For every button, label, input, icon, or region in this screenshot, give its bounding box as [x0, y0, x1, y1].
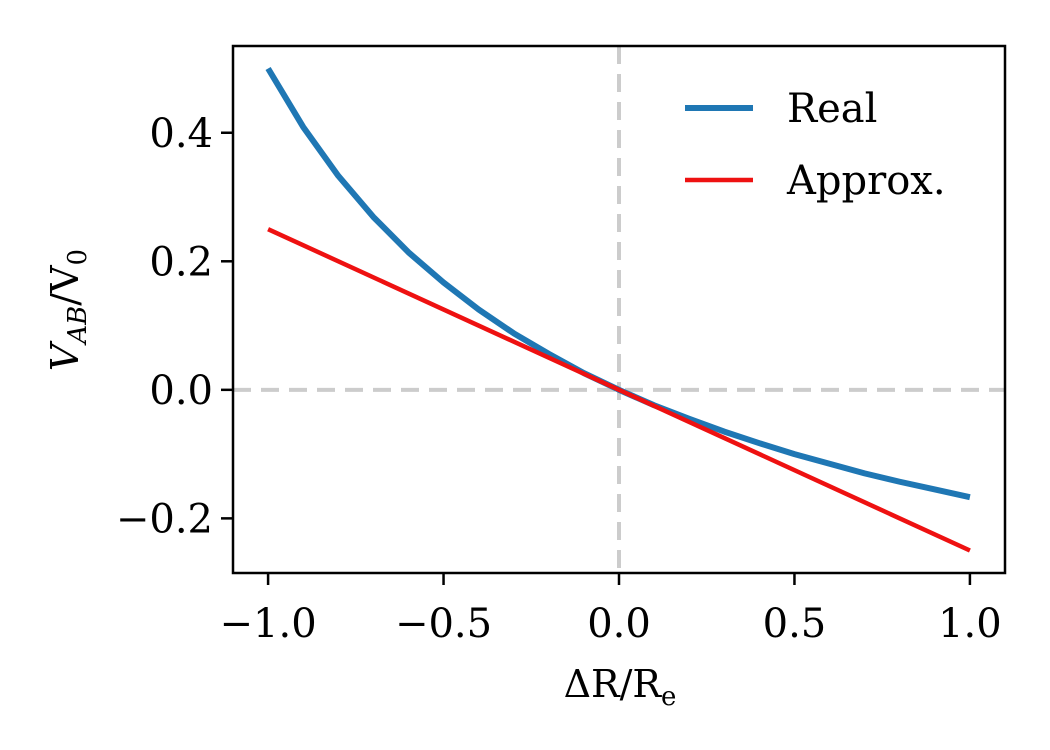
x-tick-label: 0.0: [587, 601, 651, 647]
legend: Real Approx.: [685, 86, 946, 204]
y-tick-label: 0.0: [149, 368, 213, 414]
y-axis-label: VAB/V0: [43, 249, 93, 371]
series-line-approx: [267, 227, 971, 553]
legend-label-approx: Approx.: [786, 158, 946, 204]
y-tick-label: −0.2: [116, 496, 213, 542]
reference-lines: [233, 46, 1005, 573]
x-tick-label: −1.0: [220, 601, 317, 647]
x-tick-label: 1.0: [938, 601, 1002, 647]
y-tick-label: 0.2: [149, 239, 213, 285]
series-lines: [265, 66, 971, 553]
x-axis-label: ΔR/Re: [564, 662, 677, 712]
y-axis-ticks: −0.2 0.0 0.2 0.4: [116, 111, 233, 542]
x-axis-ticks: −1.0 −0.5 0.0 0.5 1.0: [220, 573, 1002, 647]
x-tick-label: 0.5: [763, 601, 827, 647]
legend-label-real: Real: [787, 86, 877, 132]
x-tick-label: −0.5: [395, 601, 492, 647]
y-tick-label: 0.4: [149, 111, 213, 157]
